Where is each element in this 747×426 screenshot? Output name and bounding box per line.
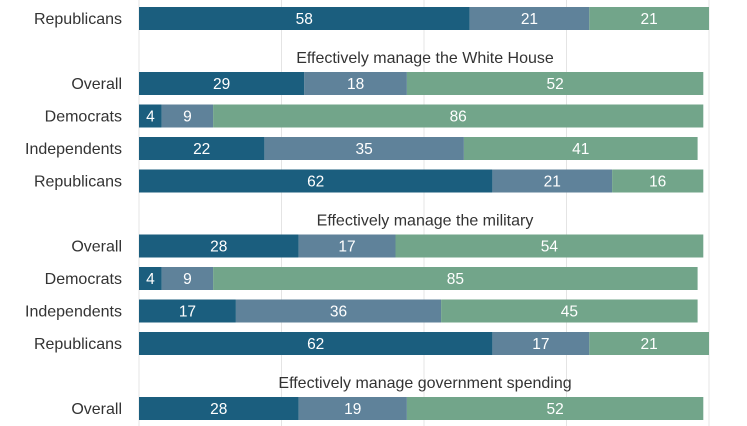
group-title: Effectively manage the military [317,213,534,230]
bar-segment [406,72,704,95]
value-label: 21 [521,11,538,28]
value-label: 62 [307,174,324,191]
group-title: Effectively manage government spending [278,375,571,392]
value-label: 28 [210,401,227,418]
row-label: Overall [71,239,122,256]
value-label: 21 [641,11,658,28]
value-label: 86 [450,109,467,126]
value-label: 36 [330,304,347,321]
value-label: 17 [179,304,196,321]
bar-segment [469,7,590,30]
row-label: Democrats [45,271,122,288]
bar-segment [161,267,214,290]
value-label: 35 [356,141,373,158]
value-label: 16 [649,174,666,191]
value-label: 54 [541,239,559,256]
bar-segment [235,299,442,323]
bar-segment [492,332,590,355]
bar-segment [298,397,407,420]
value-label: 22 [193,141,210,158]
bar-segment [139,234,299,258]
value-label: 4 [146,271,155,288]
bar-segment [139,104,162,128]
row-label: Republicans [34,11,122,28]
row-label: Independents [25,304,122,321]
bar-segment [406,397,704,420]
bar-segment [213,104,704,128]
bar-segment [139,332,493,355]
value-label: 19 [344,401,361,418]
value-label: 28 [210,239,227,256]
group-titles: Effectively manage the White House Effect… [278,50,571,392]
bar-segment [213,267,698,290]
row-label: Overall [71,76,122,93]
bar-segment [139,267,162,290]
row-label: Democrats [45,109,122,126]
row-label: Overall [71,401,122,418]
bar-segment [139,72,305,95]
bar-segment [395,234,704,258]
row-label: Independents [25,141,122,158]
value-label: 45 [561,304,578,321]
bar-segment [264,137,464,160]
value-label: 62 [307,336,324,353]
value-label: 9 [183,271,192,288]
bar-segment [612,169,704,193]
value-label: 41 [572,141,589,158]
value-label: 17 [532,336,549,353]
value-label: 29 [213,76,230,93]
value-label: 21 [641,336,658,353]
value-label: 52 [546,401,563,418]
bar-segment [139,299,236,323]
bar-segment [304,72,407,95]
value-label: 52 [546,76,563,93]
value-label: 4 [146,109,155,126]
value-label: 85 [447,271,464,288]
value-label: 21 [544,174,561,191]
bar-segment [492,169,613,193]
bar-segment [298,234,396,258]
bar-segment [139,169,493,193]
row-label: Republicans [34,174,122,191]
bar-segment [589,7,709,30]
bar-segment [139,397,299,420]
bar-segment [463,137,698,160]
bar-segment [589,332,709,355]
bars: 58 21 21 29 18 52 4 9 86 22 35 41 62 21 16 28 17 54 4 9 85 17… [139,7,709,420]
row-labels: Republicans Overall Democrats Independents R… [25,11,122,418]
group-title: Effectively manage the White House [296,50,554,67]
row-label: Republicans [34,336,122,353]
bar-segment [139,7,470,30]
value-label: 9 [183,109,192,126]
value-label: 17 [338,239,355,256]
bar-segment [441,299,698,323]
bar-segment [139,137,265,160]
value-label: 18 [347,76,364,93]
value-label: 58 [296,11,313,28]
bar-segment [161,104,214,128]
